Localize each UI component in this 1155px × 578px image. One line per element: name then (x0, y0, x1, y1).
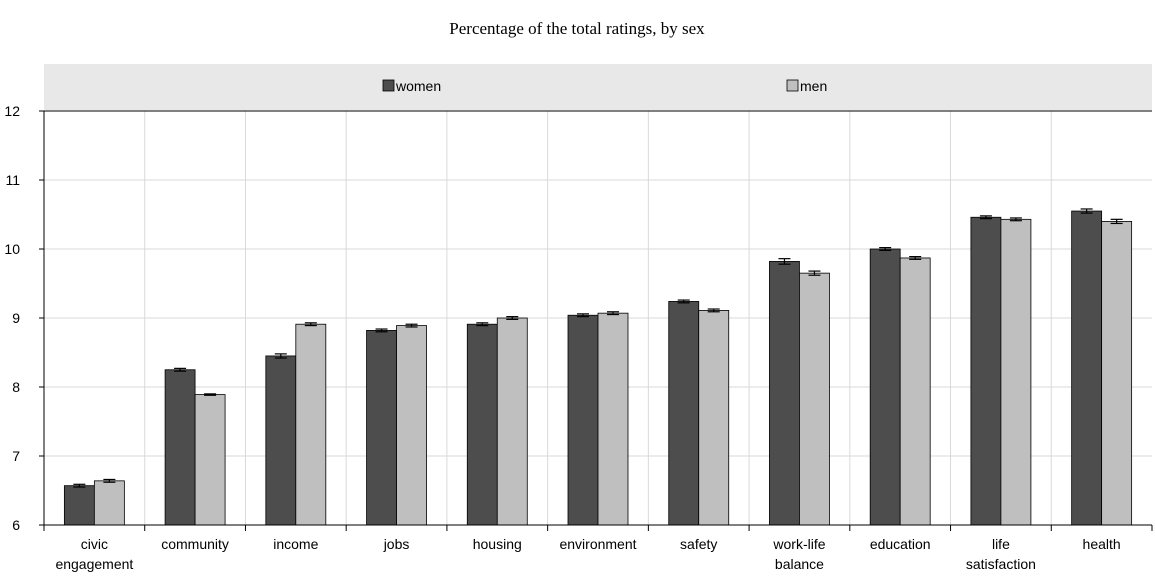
bar-men (194, 394, 226, 526)
y-tick-label: 9 (12, 310, 20, 326)
bar-men (1000, 218, 1032, 526)
bars (63, 208, 1133, 526)
x-category-label: jobs (383, 536, 410, 552)
x-category-label: engagement (55, 556, 133, 572)
bar-women (466, 323, 498, 526)
x-category-label: satisfaction (966, 556, 1036, 572)
legend-band (44, 64, 1152, 110)
legend-label-men: men (800, 78, 827, 94)
x-category-label: work-life (772, 536, 825, 552)
legend-swatch-women (382, 79, 395, 92)
bar-women (265, 355, 297, 526)
x-category-label: community (161, 536, 229, 552)
x-category-label: housing (473, 536, 522, 552)
y-tick-label: 11 (5, 172, 20, 188)
bar-women (567, 314, 599, 526)
bar-women (1071, 210, 1103, 526)
bar-women (366, 330, 397, 526)
x-category-label: safety (680, 536, 717, 552)
y-tick-label: 12 (4, 103, 20, 119)
bar-men (597, 312, 629, 526)
y-tick-label: 10 (4, 241, 20, 257)
bar-women (63, 485, 95, 526)
bar-men (93, 480, 125, 526)
bar-men (396, 325, 427, 526)
axes: 6 7 8 9 10 11 12 civic engagement community income… (4, 103, 1153, 572)
x-category-label: income (273, 536, 318, 552)
y-tick-label: 6 (12, 517, 20, 533)
bar-women (668, 301, 700, 526)
bar-men (1101, 220, 1133, 526)
bar-men (899, 257, 931, 526)
bar-men (295, 323, 327, 526)
legend: women men (382, 78, 827, 94)
legend-label-women: women (395, 78, 441, 94)
x-category-label: civic (81, 536, 108, 552)
bar-men (799, 272, 830, 526)
x-category-label: health (1083, 536, 1121, 552)
x-category-label: environment (559, 536, 636, 552)
bar-women (869, 248, 901, 526)
chart-title: Percentage of the total ratings, by sex (449, 19, 705, 38)
x-category-label: life (992, 536, 1010, 552)
x-category-label: education (870, 536, 931, 552)
bar-men (496, 317, 528, 526)
bar-men (698, 310, 730, 526)
bar-women (970, 216, 1002, 526)
bar-women (164, 369, 196, 526)
y-tick-label: 7 (12, 448, 20, 464)
bar-women (769, 261, 800, 526)
legend-swatch-men (786, 79, 799, 92)
y-tick-label: 8 (12, 379, 20, 395)
x-category-label: balance (775, 556, 824, 572)
